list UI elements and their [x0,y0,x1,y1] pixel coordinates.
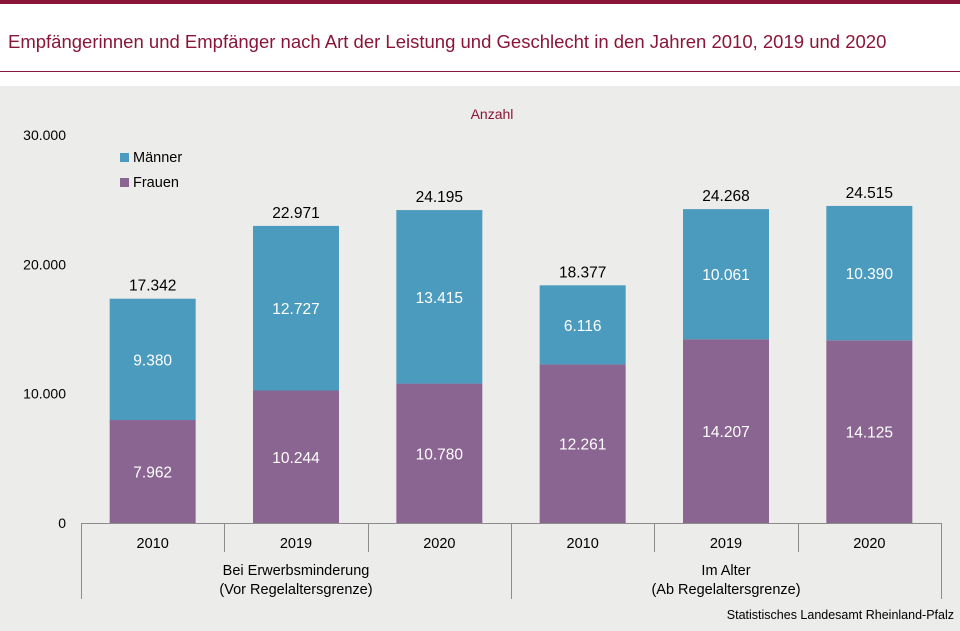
y-tick-label: 0 [58,515,66,531]
data-label-maenner: 9.380 [133,352,172,369]
title-separator [0,71,960,72]
bar-frauen [396,383,483,523]
data-label-frauen: 14.125 [846,425,893,442]
data-label-frauen: 10.244 [272,450,320,467]
data-label-maenner: 6.116 [564,318,602,335]
bar-maenner [109,298,196,421]
data-label-frauen: 7.962 [133,465,172,482]
data-label-maenner: 10.390 [846,266,894,283]
x-tick-label: 2020 [423,536,455,552]
total-label: 24.195 [416,189,463,206]
total-label: 22.971 [272,205,319,222]
legend-label-frauen: Frauen [133,175,179,191]
x-tick-label: 2020 [853,536,885,552]
bar-frauen [539,364,626,523]
total-label: 18.377 [559,264,606,281]
data-label-maenner: 12.727 [272,301,319,318]
top-accent-rule [0,0,960,4]
source-credit: Statistisches Landesamt Rheinland-Pfalz [726,608,954,622]
data-label-maenner: 10.061 [702,267,749,284]
bar-maenner [826,205,913,341]
legend-label-maenner: Männer [133,150,182,166]
group-label: Bei Erwerbsminderung [223,563,370,579]
x-tick-label: 2019 [710,536,742,552]
x-tick-label: 2010 [567,536,599,552]
x-tick-label: 2010 [137,536,169,552]
bar-maenner [253,225,339,391]
group-sublabel: (Vor Regelaltersgrenze) [219,582,372,598]
bar-maenner [396,210,483,384]
bar-frauen [826,340,913,523]
bar-frauen [683,339,769,523]
data-label-frauen: 14.207 [702,424,749,441]
chart-title: Empfängerinnen und Empfänger nach Art de… [8,31,887,52]
data-label-frauen: 10.780 [416,446,464,463]
total-label: 24.268 [702,188,749,205]
total-label: 17.342 [129,278,176,295]
bar-maenner [683,209,769,340]
unit-label: Anzahl [471,106,514,122]
data-label-maenner: 13.415 [416,290,463,307]
legend-swatch-maenner [120,153,129,162]
y-tick-label: 30.000 [23,127,66,143]
bar-frauen [109,420,196,523]
total-label: 24.515 [846,185,893,202]
legend-swatch-frauen [120,178,129,187]
group-label: Im Alter [701,563,750,579]
bar-frauen [253,390,339,523]
data-label-frauen: 12.261 [559,437,606,454]
x-tick-label: 2019 [280,536,312,552]
group-sublabel: (Ab Regelaltersgrenze) [651,582,800,598]
y-tick-label: 20.000 [23,256,66,272]
y-tick-label: 10.000 [23,386,66,402]
bar-maenner [539,285,626,365]
